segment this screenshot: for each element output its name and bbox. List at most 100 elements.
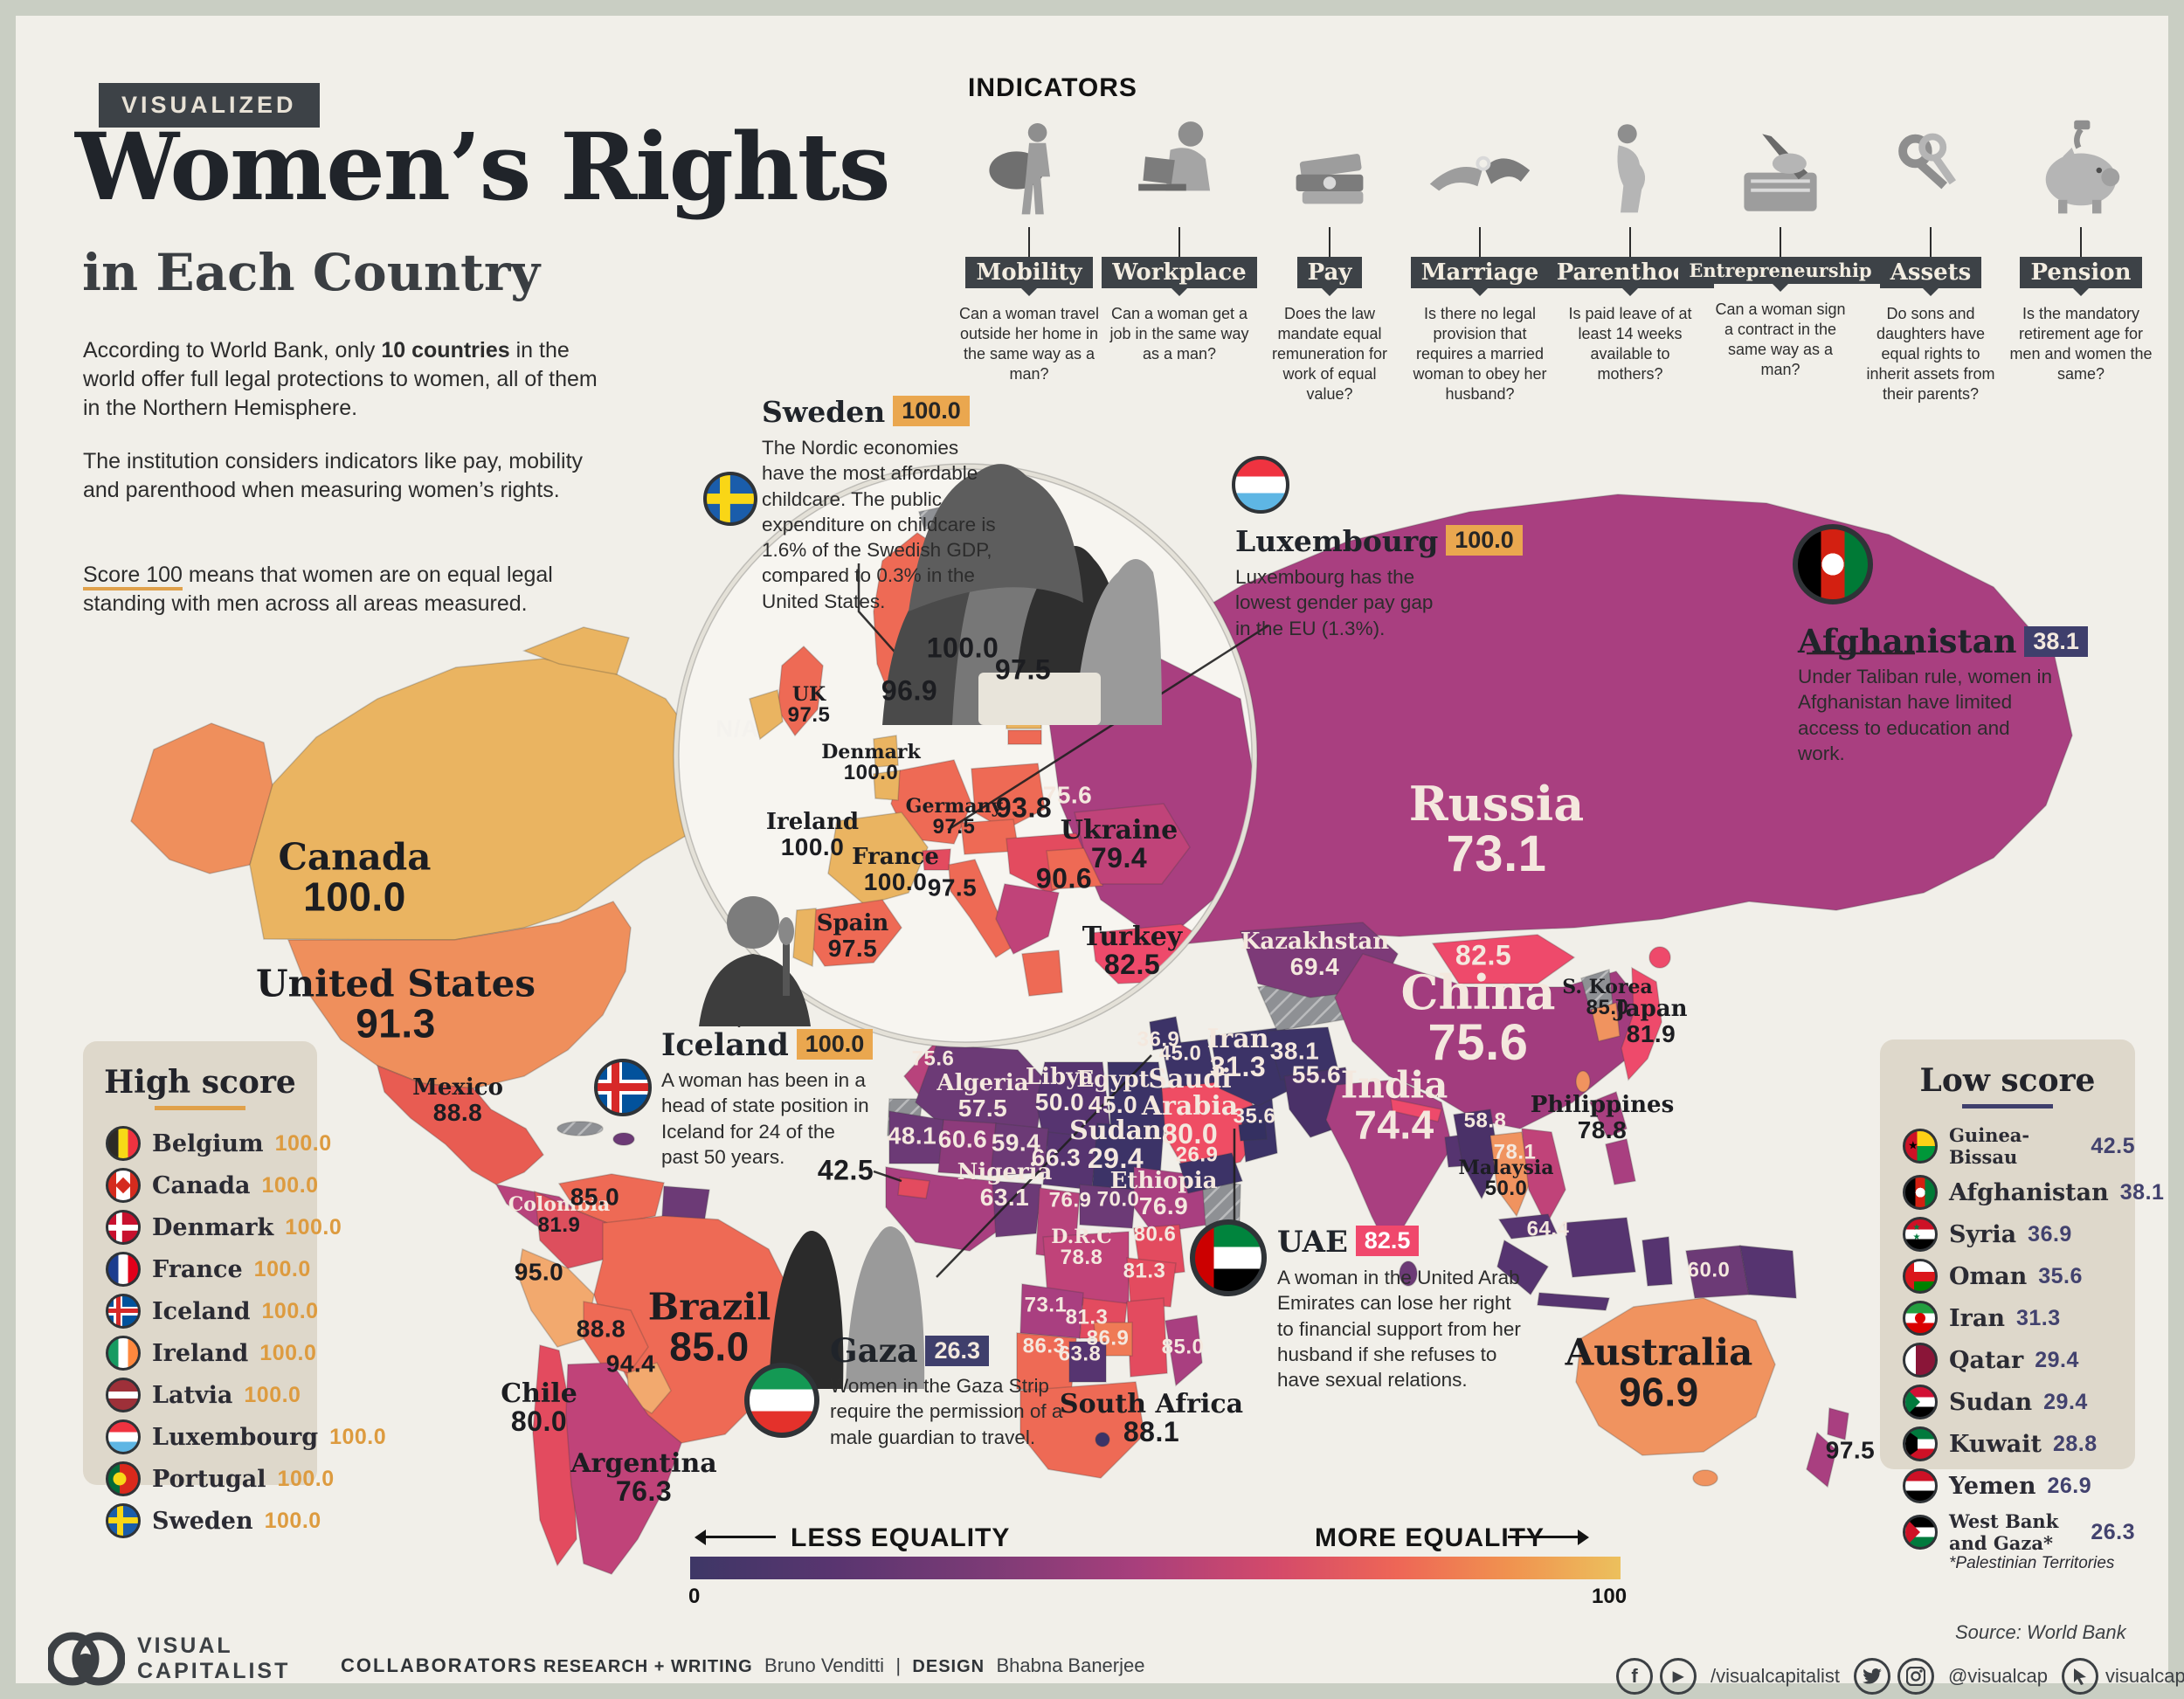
score-value: 35.6 [2038, 1263, 2083, 1288]
score-country: Qatar [1949, 1346, 2024, 1374]
score-row-belgium: Belgium 100.0 [83, 1122, 331, 1164]
source-label: Source: World Bank [1955, 1621, 2126, 1643]
oman-flag-icon [1903, 1259, 1938, 1294]
keys-icon [1883, 107, 1979, 227]
uae-callout-text: A woman in the United Arab Emirates can … [1277, 1267, 1521, 1391]
score-row-afghanistan: Afghanistan 38.1 [1880, 1171, 2164, 1213]
score-country: Sudan [1949, 1388, 2033, 1416]
score-value: 100.0 [274, 1130, 332, 1156]
luxembourg-flag-icon [1232, 456, 1289, 518]
indicator-connector [1780, 227, 1781, 257]
score-country: Oman [1949, 1262, 2028, 1290]
uae-score-badge: 82.5 [1355, 1226, 1420, 1256]
yemen-flag-icon [1903, 1468, 1938, 1503]
score-country: Latvia [152, 1381, 233, 1409]
score-value: 26.3 [2091, 1519, 2135, 1544]
score-value: 100.0 [244, 1382, 301, 1407]
score-row-canada: Canada 100.0 [83, 1164, 319, 1206]
more-equality-label: MORE EQUALITY [1315, 1523, 1545, 1552]
score-country: Sweden [152, 1507, 253, 1535]
low-score-panel: Low score Guinea-Bissau 42.5 Afghanistan 38… [1880, 1039, 2164, 1572]
indicator-question: Is paid leave of at least 14 weeks avail… [1568, 305, 1692, 383]
sweden-callout: Sweden 100.0 [762, 395, 970, 429]
indicator-connector [2080, 227, 2082, 257]
score-row-syria: Syria 36.9 [1880, 1213, 2135, 1255]
gaza-callout-text: Women in the Gaza Strip require the perm… [830, 1375, 1063, 1448]
score-country: Afghanistan [1949, 1178, 2109, 1206]
score-country: Ireland [152, 1339, 249, 1367]
score-country: Belgium [152, 1129, 264, 1157]
afghanistan-flag-icon [1903, 1175, 1938, 1210]
youtube-icon[interactable]: ▶ [1660, 1658, 1697, 1695]
kuwait-flag-icon [1903, 1426, 1938, 1461]
continents [130, 463, 2073, 1575]
score-value: 100.0 [253, 1256, 311, 1281]
indicator-question: Is there no legal provision that require… [1413, 305, 1547, 404]
cursor-icon[interactable] [2062, 1658, 2099, 1695]
indicator-question: Is the mandatory retirement age for men … [2009, 305, 2153, 383]
twitter-icon[interactable] [1853, 1658, 1890, 1695]
piggy-bank-icon [2024, 107, 2138, 227]
score-row-yemen: Yemen 26.9 [1880, 1465, 2135, 1507]
score-row-luxembourg: Luxembourg 100.0 [83, 1416, 386, 1458]
score-country: Portugal [152, 1465, 266, 1493]
iceland-callout: Iceland 100.0 [661, 1027, 874, 1063]
credits: RESEARCH + WRITING Bruno Venditti | DESI… [543, 1654, 1145, 1676]
ireland-flag-icon [106, 1336, 141, 1371]
indicator-connector [1178, 227, 1180, 257]
iceland-callout-text: A woman has been in a head of state posi… [661, 1069, 869, 1168]
score-country: Denmark [152, 1213, 274, 1241]
score-row-latvia: Latvia 100.0 [83, 1374, 317, 1416]
sweden-flag-icon [703, 472, 757, 530]
indicator-workplace: Workplace Can a woman get a job in the sa… [1102, 107, 1257, 404]
sweden-callout-text: The Nordic economies have the most affor… [762, 437, 996, 612]
indicator-label: Workplace [1102, 257, 1257, 288]
score-value: 31.3 [2015, 1305, 2061, 1330]
luxembourg-score-badge: 100.0 [1446, 525, 1523, 556]
score-country: Iran [1949, 1304, 2005, 1332]
luxembourg-pointer-line [947, 624, 1269, 832]
facebook-icon[interactable]: f [1616, 1658, 1653, 1695]
indicator-mobility: Mobility Can a woman travel outside her h… [957, 107, 1101, 404]
indicator-question: Do sons and daughters have equal rights … [1866, 305, 1995, 404]
instagram-icon[interactable] [1897, 1658, 1934, 1695]
social-row: f ▶ /visualcapitalist @visualcap visualc… [1616, 1658, 2184, 1695]
score-row-portugal: Portugal 100.0 [83, 1458, 334, 1500]
iceland-president-photo [699, 896, 811, 1026]
score-country: West Bank and Gaza* [1949, 1510, 2059, 1554]
indicator-question: Can a woman get a job in the same way as… [1109, 305, 1249, 363]
afghanistan-flag-icon [1793, 524, 1873, 609]
belgium-flag-icon [106, 1126, 141, 1161]
indicator-question: Can a woman sign a contract in the same … [1715, 300, 1846, 379]
score-row-qatar: Qatar 29.4 [1880, 1339, 2135, 1381]
page-subtitle: in Each Country [82, 243, 541, 302]
score-value: 29.4 [2043, 1389, 2088, 1414]
intro-paragraph-2: The institution considers indicators lik… [83, 449, 584, 502]
luxembourg-flag-icon [106, 1419, 141, 1454]
collaborators-label: COLLABORATORS [341, 1654, 538, 1676]
luxembourg-callout-text: Luxembourg has the lowest gender pay gap… [1235, 566, 1434, 639]
indicator-parenthood: Parenthood Is paid leave of at least 14 w… [1545, 107, 1715, 404]
score-value: 100.0 [277, 1466, 335, 1491]
indicator-connector [1930, 227, 1932, 257]
score-country: Kuwait [1949, 1430, 2042, 1458]
woman-walking-icon [977, 107, 1082, 227]
woman-laptop-icon [1123, 107, 1236, 227]
contract-signing-icon [1719, 107, 1842, 227]
score-value: 29.4 [2035, 1347, 2079, 1372]
indicator-question: Can a woman travel outside her home in t… [958, 305, 1100, 383]
less-equality-label: LESS EQUALITY [791, 1523, 1011, 1552]
portugal-flag-icon [106, 1461, 141, 1496]
score-value: 100.0 [261, 1172, 319, 1198]
uae-flag-icon [1190, 1219, 1267, 1301]
score-row-iran: Iran 31.3 [1880, 1297, 2135, 1339]
indicator-pay: Pay Does the law mandate equal remunerati… [1258, 107, 1401, 404]
hands-ring-icon [1423, 107, 1537, 227]
indicator-label: Pension [2020, 257, 2142, 288]
afghanistan-score-badge: 38.1 [2024, 626, 2088, 657]
denmark-flag-icon [106, 1210, 141, 1245]
iceland-flag-icon [106, 1294, 141, 1329]
score-row-west-bank-and-gaza-: West Bank and Gaza* 26.3 [1880, 1507, 2135, 1557]
